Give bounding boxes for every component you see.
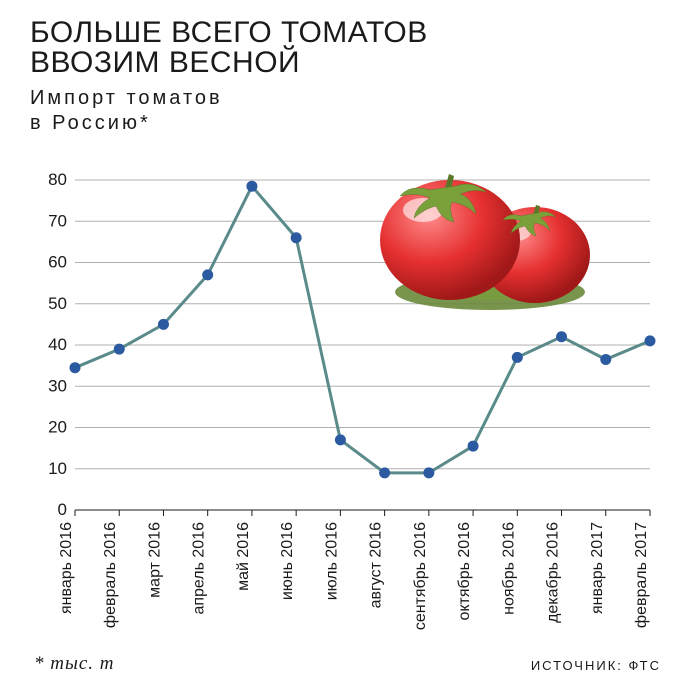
svg-text:июнь 2016: июнь 2016 — [279, 522, 296, 600]
svg-text:10: 10 — [48, 459, 67, 478]
subtitle-line-2: в Россию* — [30, 112, 151, 134]
svg-text:декабрь 2016: декабрь 2016 — [545, 522, 562, 623]
title-line-1: БОЛЬШЕ ВСЕГО ТОМАТОВ — [30, 16, 428, 49]
svg-text:80: 80 — [48, 170, 67, 189]
line-chart: 01020304050607080январь 2016февраль 2016… — [20, 170, 660, 570]
svg-text:октябрь 2016: октябрь 2016 — [456, 522, 473, 621]
svg-text:май 2016: май 2016 — [235, 522, 252, 591]
svg-text:сентябрь 2016: сентябрь 2016 — [412, 522, 429, 630]
svg-text:20: 20 — [48, 418, 67, 437]
svg-text:апрель 2016: апрель 2016 — [191, 522, 208, 615]
chart-subtitle: Импорт томатов в Россию* — [30, 86, 223, 136]
svg-text:ноябрь 2016: ноябрь 2016 — [500, 522, 517, 615]
svg-text:60: 60 — [48, 253, 67, 272]
svg-text:февраль 2016: февраль 2016 — [102, 522, 119, 628]
svg-text:70: 70 — [48, 211, 67, 230]
svg-text:январь 2016: январь 2016 — [58, 522, 75, 614]
svg-text:январь 2017: январь 2017 — [589, 522, 606, 614]
svg-text:40: 40 — [48, 335, 67, 354]
svg-text:30: 30 — [48, 376, 67, 395]
subtitle-line-1: Импорт томатов — [30, 87, 223, 109]
svg-text:0: 0 — [58, 500, 67, 519]
footnote: * тыс. т — [34, 653, 115, 675]
svg-text:июль 2016: июль 2016 — [323, 522, 340, 600]
source-credit: ИСТОЧНИК: ФТС — [531, 658, 661, 673]
svg-text:50: 50 — [48, 294, 67, 313]
tomato-icon — [380, 174, 590, 310]
title-line-2: ВВОЗИМ ВЕСНОЙ — [30, 46, 300, 79]
svg-text:февраль 2017: февраль 2017 — [633, 522, 650, 628]
svg-text:август 2016: август 2016 — [368, 522, 385, 609]
chart-title: БОЛЬШЕ ВСЕГО ТОМАТОВ ВВОЗИМ ВЕСНОЙ — [30, 18, 428, 78]
svg-text:март 2016: март 2016 — [146, 522, 163, 598]
